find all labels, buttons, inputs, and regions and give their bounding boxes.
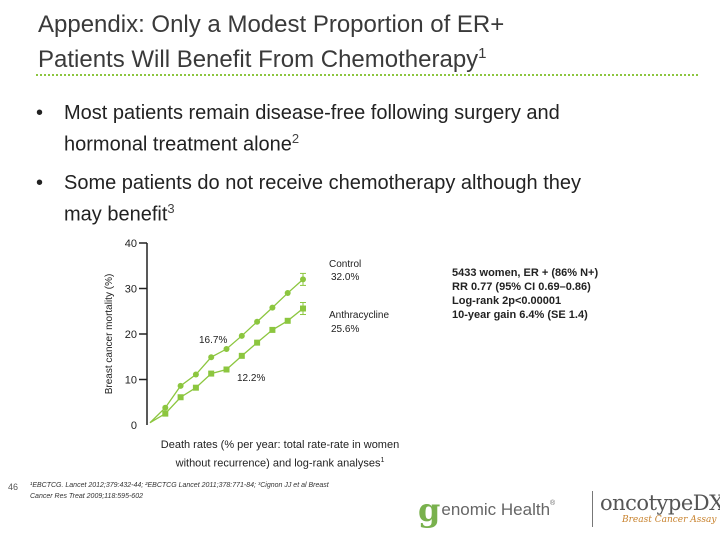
bullet-1-line1: Most patients remain disease-free follow… — [64, 102, 560, 124]
stats-line-2: RR 0.77 (95% CI 0.69–0.86) — [452, 281, 591, 293]
page-number: 46 — [8, 482, 19, 492]
y-axis-label: Breast cancer mortality (%) — [104, 274, 115, 395]
chart-caption: Death rates (% per year: total rate-rate… — [120, 438, 440, 472]
caption-footnote-ref: 1 — [380, 457, 385, 464]
data-point-anthracycline — [177, 394, 184, 401]
data-point-control — [223, 346, 230, 353]
caption-line1: Death rates (% per year: total rate-rate… — [160, 439, 400, 451]
data-point-anthracycline — [208, 370, 215, 377]
caption-line2: without recurrence) and log-rank analyse… — [175, 457, 381, 470]
data-point-control — [269, 304, 276, 311]
data-point-control — [254, 318, 261, 325]
data-point-control — [177, 382, 184, 389]
annotation-anthracycline-value: 25.6% — [331, 324, 359, 335]
bullet-2-line2: may benefit — [64, 203, 168, 226]
data-point-control — [192, 371, 199, 378]
data-point-anthracycline — [192, 384, 199, 391]
stats-box: 5433 women, ER + (86% N+) RR 0.77 (95% C… — [452, 266, 642, 322]
footnote: ¹EBCTCG. Lancet 2012;379:432-44; ²EBCTCG… — [30, 480, 410, 502]
stats-line-1: 5433 women, ER + (86% N+) — [452, 267, 599, 279]
bullet-1-footnote-ref: 2 — [291, 131, 300, 146]
y-tick-label: 20 — [125, 329, 137, 341]
genomic-health-wordmark: enomic Health® — [441, 500, 555, 520]
genomic-health-g-mark: g — [418, 491, 441, 529]
registered-mark: ® — [550, 500, 556, 507]
series-line-anthracycline — [149, 308, 304, 424]
footnote-line2: Cancer Res Treat 2009;118:595-602 — [30, 493, 143, 500]
data-point-anthracycline — [254, 339, 261, 346]
stats-line-3: Log-rank 2p<0.00001 — [452, 295, 562, 307]
stats-line-4: 10-year gain 6.4% (SE 1.4) — [452, 309, 588, 321]
slide-title: Appendix: Only a Modest Proportion of ER… — [38, 10, 698, 74]
y-tick-label: 30 — [125, 284, 137, 296]
annotation-control-value: 32.0% — [331, 272, 359, 283]
data-point-anthracycline — [162, 410, 169, 417]
data-point-control — [238, 332, 245, 339]
annotation-anthracycline-label: Anthracycline — [329, 310, 389, 321]
oncotype-dx-logo: oncotypeDX Breast Cancer Assay — [600, 491, 720, 525]
genomic-health-logo: g enomic Health® — [418, 490, 555, 530]
footnote-line1: ¹EBCTCG. Lancet 2012;379:432-44; ²EBCTCG… — [30, 482, 329, 489]
data-point-anthracycline — [284, 317, 291, 324]
data-point-control — [208, 354, 215, 361]
y-tick-label: 40 — [125, 238, 137, 250]
annotation-anthracycline-5yr: 12.2% — [237, 373, 265, 384]
annotation-control-5yr: 16.7% — [199, 335, 227, 346]
genomic-health-text: enomic Health — [441, 500, 551, 519]
bullet-2-line1: Some patients do not receive chemotherap… — [64, 172, 581, 194]
bullet-2-footnote-ref: 3 — [167, 201, 175, 216]
logo-divider — [592, 491, 593, 527]
title-divider — [36, 74, 698, 76]
slide-title-line2: Patients Will Benefit From Chemotherapy — [38, 46, 479, 73]
data-point-anthracycline — [223, 366, 230, 373]
bullet-marker: • — [36, 102, 44, 124]
oncotype-dx-wordmark: oncotypeDX — [600, 491, 720, 515]
oncotype-dx-tagline: Breast Cancer Assay — [622, 515, 717, 525]
bullet-2: • Some patients do not receive chemothera… — [36, 171, 696, 228]
y-tick-label: 10 — [125, 375, 137, 387]
slide-title-line1: Appendix: Only a Modest Proportion of ER… — [38, 11, 505, 38]
data-point-control — [162, 404, 169, 411]
data-point-anthracycline — [269, 326, 276, 333]
data-point-control — [284, 290, 291, 297]
annotation-control-label: Control — [329, 259, 361, 270]
bullet-1-line2: hormonal treatment alone — [64, 133, 292, 156]
title-footnote-ref: 1 — [478, 45, 487, 62]
y-tick-label: 0 — [131, 420, 137, 432]
data-point-anthracycline — [238, 352, 245, 359]
bullet-1: • Most patients remain disease-free follo… — [36, 101, 696, 158]
bullet-marker: • — [36, 172, 44, 194]
